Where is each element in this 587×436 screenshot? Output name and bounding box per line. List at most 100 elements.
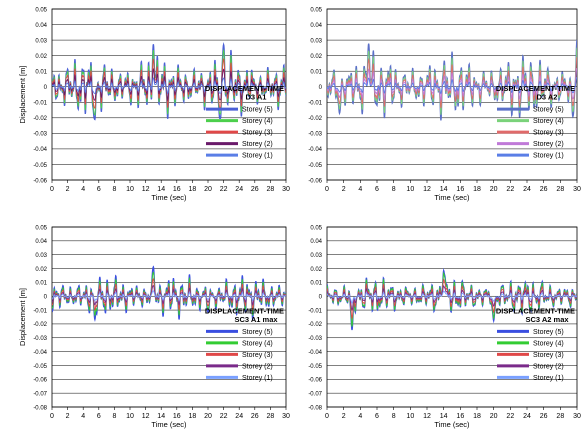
y-tick-label: 0.03 [35,253,47,259]
series-line-2 [52,271,286,317]
y-tick-label: -0.06 [308,378,322,384]
y-tick-label: -0.07 [33,391,47,397]
legend-label: Storey (4) [242,118,273,125]
x-tick-label: 2 [66,186,70,193]
x-tick-label: 30 [282,413,290,420]
y-tick-label: -0.02 [33,322,47,328]
x-tick-label: 10 [126,186,134,193]
legend-label: Storey (5) [533,107,564,114]
y-tick-label: -0.05 [308,364,322,370]
chart-subtitle: SC3 A1 max [234,315,278,324]
x-tick-label: 16 [173,413,181,420]
x-tick-label: 20 [490,186,498,193]
chart-title: DISPLACEMENT-TIME [496,306,575,315]
x-tick-label: 2 [66,413,70,420]
x-tick-label: 24 [523,186,531,193]
y-tick-label: -0.04 [33,350,47,356]
y-tick-label: 0 [44,295,48,301]
y-tick-label: 0.01 [310,281,322,287]
chart-panel-4: -0.08 -0.07 -0.06 -0.05 -0.04 -0.03 -0.02 -0.01… [308,225,581,429]
legend-label: Storey (3) [242,352,273,359]
x-tick-label: 20 [490,413,498,420]
x-tick-label: 28 [267,186,275,193]
y-tick-label: -0.01 [308,101,322,107]
y-tick-label: -0.02 [308,116,322,122]
series-line-1 [52,265,286,323]
y-tick-label: 0.05 [310,225,322,231]
x-tick-label: 20 [204,413,212,420]
x-tick-label: 26 [251,186,259,193]
y-tick-label: -0.01 [33,101,47,107]
series-line-5 [327,290,577,304]
series-group [52,265,286,323]
legend-label: Storey (1) [242,153,273,160]
x-tick-label: 8 [112,186,116,193]
series-line-5 [52,77,286,95]
legend-label: Storey (3) [242,130,273,137]
legend-label: Storey (2) [533,141,564,148]
y-tick-label: 0.01 [310,69,322,75]
series-line-3 [52,278,286,312]
x-tick-label: 6 [97,413,101,420]
x-tick-label: 10 [406,413,414,420]
y-tick-label: 0.02 [35,267,47,273]
x-tick-label: 6 [375,186,379,193]
x-tick-label: 22 [506,413,514,420]
y-tick-label: -0.01 [33,308,47,314]
y-tick-label: 0.01 [35,69,47,75]
x-tick-label: 14 [157,186,165,193]
x-tick-label: 2 [342,186,346,193]
legend-label: Storey (4) [242,340,273,347]
x-tick-label: 24 [235,413,243,420]
y-tick-label: 0.02 [310,267,322,273]
x-tick-label: 8 [392,413,396,420]
y-tick-label: -0.05 [33,163,47,169]
series-line-5 [52,290,286,302]
x-tick-label: 18 [189,413,197,420]
x-tick-label: 26 [251,413,259,420]
y-tick-label: -0.08 [33,405,47,411]
x-tick-label: 6 [97,186,101,193]
chart-panel-2: -0.06 -0.05 -0.04 -0.03 -0.02 -0.01 0 0.01 0.02 0… [308,7,581,202]
chart-subtitle: D3 A2 [537,93,558,102]
y-tick-label: -0.02 [308,322,322,328]
y-tick-label: -0.06 [33,178,47,184]
x-tick-label: 24 [235,186,243,193]
x-tick-label: 0 [50,186,54,193]
x-tick-label: 10 [126,413,134,420]
legend-label: Storey (2) [242,363,273,370]
x-tick-label: 18 [473,413,481,420]
y-tick-label: 0 [319,85,323,91]
x-tick-label: 28 [556,413,564,420]
x-tick-label: 26 [540,413,548,420]
x-tick-label: 20 [204,186,212,193]
y-tick-label: -0.08 [308,405,322,411]
legend-label: Storey (5) [242,329,273,336]
y-tick-label: -0.07 [308,391,322,397]
x-tick-label: 22 [220,413,228,420]
y-axis-label: Displacement [m] [18,288,27,346]
x-tick-label: 18 [473,186,481,193]
x-tick-label: 8 [392,186,396,193]
y-tick-label: 0.04 [310,23,322,29]
chart-panel-3: -0.08 -0.07 -0.06 -0.05 -0.04 -0.03 -0.02 -0.01… [18,225,290,429]
y-axis-label: Displacement [m] [18,66,27,124]
x-tick-label: 12 [423,186,431,193]
x-tick-label: 30 [573,413,581,420]
x-tick-label: 12 [423,413,431,420]
x-tick-label: 4 [358,186,362,193]
x-tick-label: 22 [506,186,514,193]
series-group [52,42,286,121]
x-tick-label: 22 [220,186,228,193]
x-tick-label: 14 [440,186,448,193]
x-tick-label: 0 [325,186,329,193]
legend-label: Storey (2) [242,141,273,148]
legend-label: Storey (3) [533,130,564,137]
y-tick-label: -0.03 [308,132,322,138]
plot-area [326,226,578,408]
x-tick-label: 16 [173,186,181,193]
chart-title: DISPLACEMENT-TIME [205,84,284,93]
legend-label: Storey (2) [533,363,564,370]
